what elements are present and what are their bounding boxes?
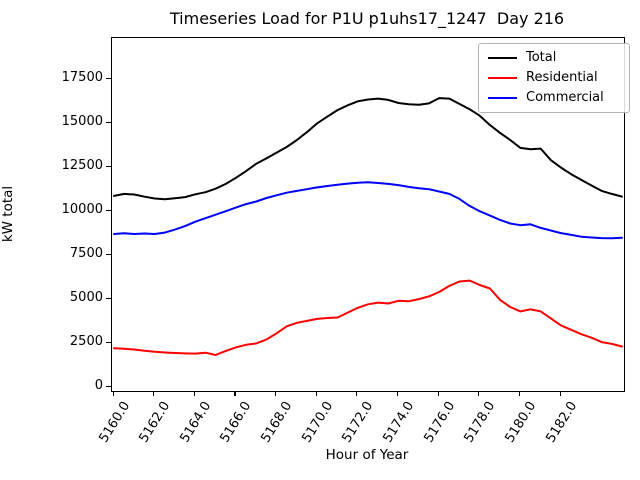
x-tick-label: 5166.0	[217, 399, 255, 446]
x-tick-mark	[559, 391, 561, 396]
y-tick-label: 12500	[61, 158, 103, 174]
x-tick-label: 5170.0	[299, 399, 336, 446]
legend-label-residential: Residential	[526, 70, 598, 85]
x-tick-mark	[193, 391, 195, 396]
y-tick-mark	[106, 209, 111, 211]
legend-row-commercial: Commercial	[479, 88, 629, 108]
x-tick-mark	[275, 391, 277, 396]
total-line	[113, 97, 623, 201]
legend: Total Residential Commercial	[478, 43, 630, 113]
x-tick-label: 5162.0	[136, 399, 174, 446]
y-tick-label: 17500	[61, 70, 103, 86]
y-tick-mark	[106, 121, 111, 123]
total-line-swatch	[488, 57, 517, 59]
y-tick-label: 15000	[61, 114, 103, 130]
x-tick-mark	[356, 391, 358, 396]
commercial-line-swatch	[488, 97, 517, 99]
x-tick-mark	[437, 391, 439, 396]
y-tick-mark	[106, 165, 111, 167]
y-tick-label: 10000	[61, 202, 103, 218]
y-tick-label: 5000	[69, 290, 103, 306]
commercial-line	[113, 181, 623, 240]
y-tick-mark	[106, 341, 111, 343]
legend-label-commercial: Commercial	[526, 90, 604, 105]
legend-label-total: Total	[526, 50, 557, 65]
y-tick-mark	[106, 297, 111, 299]
x-tick-mark	[397, 391, 399, 396]
y-tick-mark	[106, 253, 111, 255]
x-tick-mark	[234, 391, 236, 396]
x-tick-label: 5172.0	[339, 399, 377, 446]
legend-row-total: Total	[479, 48, 629, 68]
x-axis-label: Hour of Year	[325, 447, 409, 463]
x-tick-label: 5160.0	[95, 399, 133, 446]
y-tick-label: 2500	[69, 334, 103, 349]
x-tick-label: 5164.0	[177, 399, 215, 446]
y-tick-label: 7500	[69, 246, 103, 262]
x-tick-mark	[112, 391, 114, 396]
residential-line-swatch	[488, 77, 517, 79]
x-tick-mark	[478, 391, 480, 396]
residential-line	[113, 279, 623, 356]
y-tick-mark	[106, 385, 111, 387]
legend-row-residential: Residential	[479, 68, 629, 88]
y-tick-mark	[106, 77, 111, 79]
x-tick-label: 5178.0	[461, 399, 499, 446]
y-axis-label: kW total	[0, 185, 16, 243]
x-tick-label: 5180.0	[502, 399, 540, 446]
x-tick-mark	[518, 391, 521, 396]
x-tick-label: 5182.0	[542, 399, 580, 446]
x-tick-label: 5168.0	[258, 399, 296, 446]
plot-canvas	[113, 97, 623, 356]
x-tick-mark	[153, 391, 155, 396]
x-tick-mark	[315, 391, 317, 396]
y-tick-label: 0	[94, 378, 103, 393]
x-tick-label: 5174.0	[380, 399, 418, 446]
chart-title: Timeseries Load for P1U p1uhs17_1247 Day…	[169, 9, 565, 28]
x-tick-label: 5176.0	[420, 399, 458, 446]
